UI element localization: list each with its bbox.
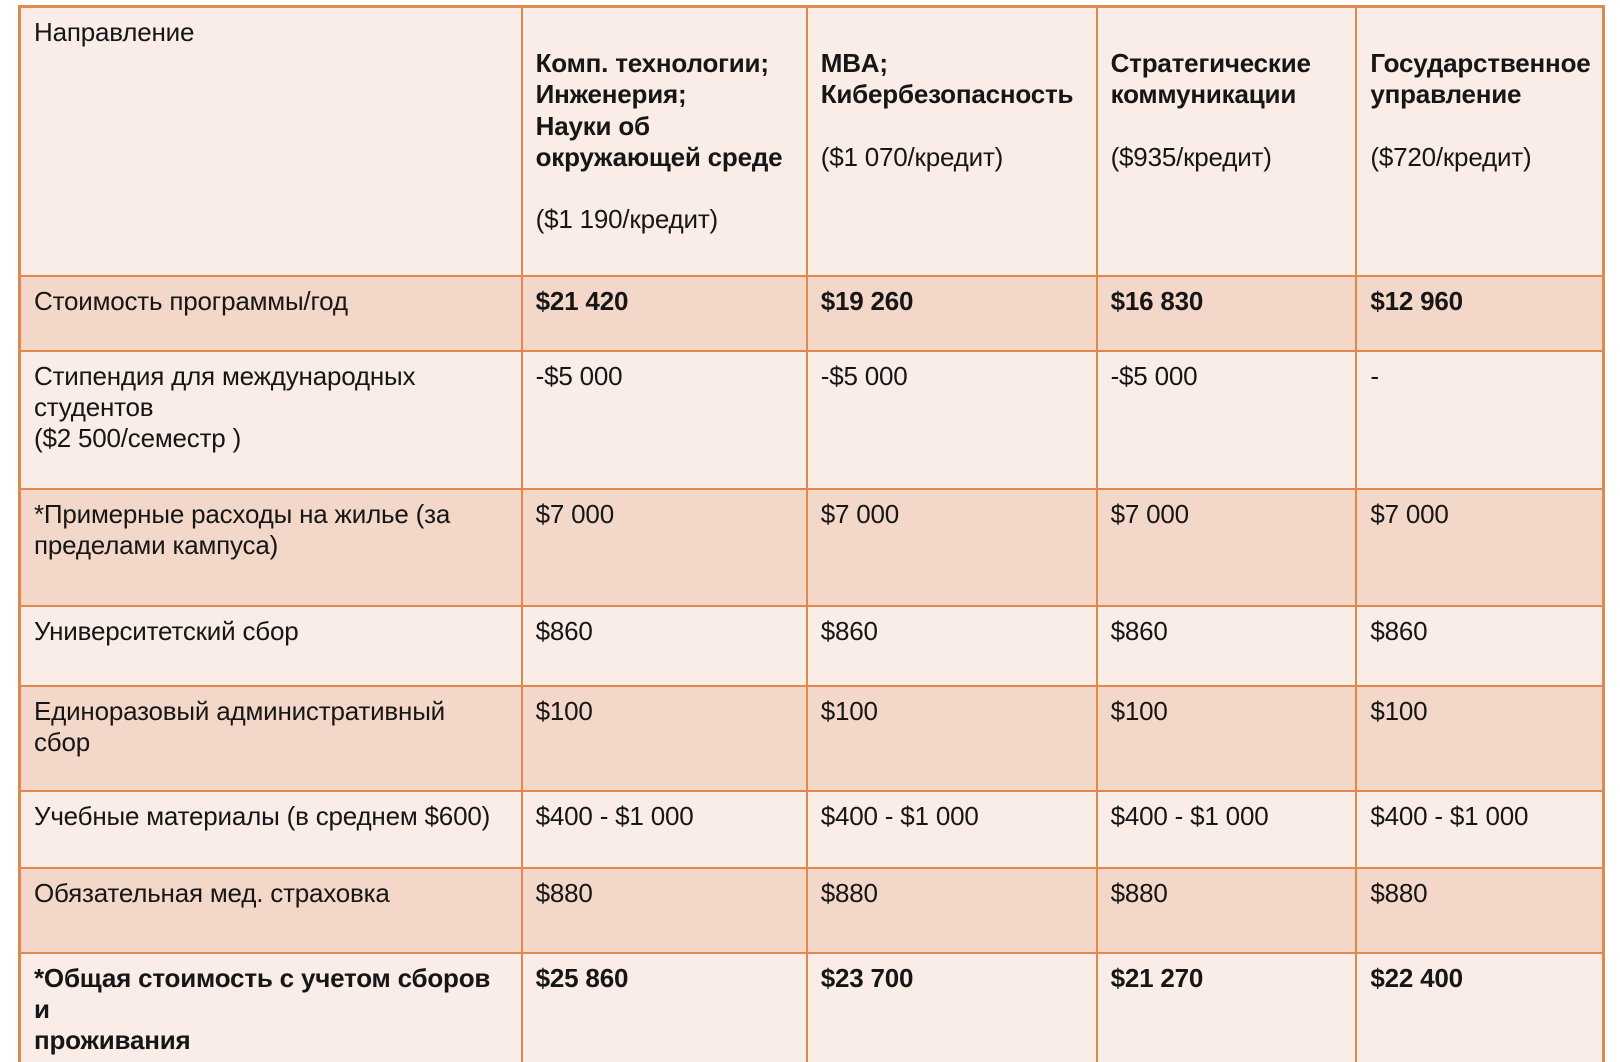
cell-value: $860	[520, 604, 808, 687]
row-label: *Примерные расходы на жилье (за пределам…	[18, 487, 523, 607]
program-rate: ($935/кредит)	[1110, 141, 1272, 172]
row-label: *Общая стоимость с учетом сборов и прожи…	[18, 951, 523, 1062]
row-admin-fee: Единоразовый административный сбор $100 …	[18, 684, 1605, 792]
row-study-materials: Учебные материалы (в среднем $600) $400 …	[18, 789, 1605, 869]
cell-value: $100	[520, 684, 808, 792]
cell-value: $880	[1095, 866, 1358, 954]
cell-value: $7 000	[805, 487, 1098, 607]
row-health-insurance: Обязательная мед. страховка $880 $880 $8…	[18, 866, 1605, 954]
cell-value: -$5 000	[1095, 349, 1358, 490]
row-label: Стоимость программы/год	[18, 274, 523, 352]
row-label: Обязательная мед. страховка	[18, 866, 523, 954]
cell-value: $7 000	[1095, 487, 1358, 607]
program-rate: ($1 190/кредит)	[535, 204, 719, 235]
row-label: Стипендия для международных студентов ($…	[18, 349, 523, 490]
cell-value: $25 860	[520, 951, 808, 1062]
cell-value: $400 - $1 000	[520, 789, 808, 869]
header-cell-program-strategic-comms: Стратегические коммуникации ($935/кредит…	[1095, 5, 1358, 277]
cell-value: $860	[805, 604, 1098, 687]
header-cell-program-public-admin: Государственное управление ($720/кредит)	[1355, 5, 1605, 277]
row-university-fee: Университетский сбор $860 $860 $860 $860	[18, 604, 1605, 687]
program-name: Стратегические коммуникации	[1110, 48, 1311, 110]
tuition-cost-table: Направление Комп. технологии; Инженерия;…	[18, 5, 1605, 1062]
cell-value: -$5 000	[805, 349, 1098, 490]
cell-value: $23 700	[805, 951, 1098, 1062]
row-label: Университетский сбор	[18, 604, 523, 687]
cell-value: $860	[1095, 604, 1358, 687]
program-name: Комп. технологии; Инженерия; Науки об ок…	[535, 48, 783, 172]
program-rate: ($1 070/кредит)	[820, 141, 1004, 172]
program-name: MBA; Кибербезопасность	[820, 48, 1074, 110]
row-label: Единоразовый административный сбор	[18, 684, 523, 792]
cell-value: $22 400	[1355, 951, 1605, 1062]
cell-value: $19 260	[805, 274, 1098, 352]
cell-value: $100	[1355, 684, 1605, 792]
cell-value: $7 000	[1355, 487, 1605, 607]
cell-value: $860	[1355, 604, 1605, 687]
cell-value: $880	[1355, 866, 1605, 954]
cell-value: $7 000	[520, 487, 808, 607]
cell-value: $100	[1095, 684, 1358, 792]
cell-value: $21 420	[520, 274, 808, 352]
header-row: Направление Комп. технологии; Инженерия;…	[18, 5, 1605, 277]
row-scholarship: Стипендия для международных студентов ($…	[18, 349, 1605, 490]
row-program-cost: Стоимость программы/год $21 420 $19 260 …	[18, 274, 1605, 352]
row-total-cost: *Общая стоимость с учетом сборов и прожи…	[18, 951, 1605, 1062]
cell-value: $880	[520, 866, 808, 954]
header-cell-direction: Направление	[18, 5, 523, 277]
cell-value: $21 270	[1095, 951, 1358, 1062]
cell-value: $400 - $1 000	[1095, 789, 1358, 869]
cell-value: -	[1355, 349, 1605, 490]
cell-value: $12 960	[1355, 274, 1605, 352]
cell-value: $100	[805, 684, 1098, 792]
program-rate: ($720/кредит)	[1370, 141, 1532, 172]
program-name: Государственное управление	[1370, 48, 1591, 110]
row-housing: *Примерные расходы на жилье (за пределам…	[18, 487, 1605, 607]
cell-value: $400 - $1 000	[1355, 789, 1605, 869]
cell-value: $400 - $1 000	[805, 789, 1098, 869]
header-cell-program-mba: MBA; Кибербезопасность ($1 070/кредит)	[805, 5, 1098, 277]
cell-value: -$5 000	[520, 349, 808, 490]
cell-value: $16 830	[1095, 274, 1358, 352]
header-cell-program-comp-tech: Комп. технологии; Инженерия; Науки об ок…	[520, 5, 808, 277]
cell-value: $880	[805, 866, 1098, 954]
row-label: Учебные материалы (в среднем $600)	[18, 789, 523, 869]
